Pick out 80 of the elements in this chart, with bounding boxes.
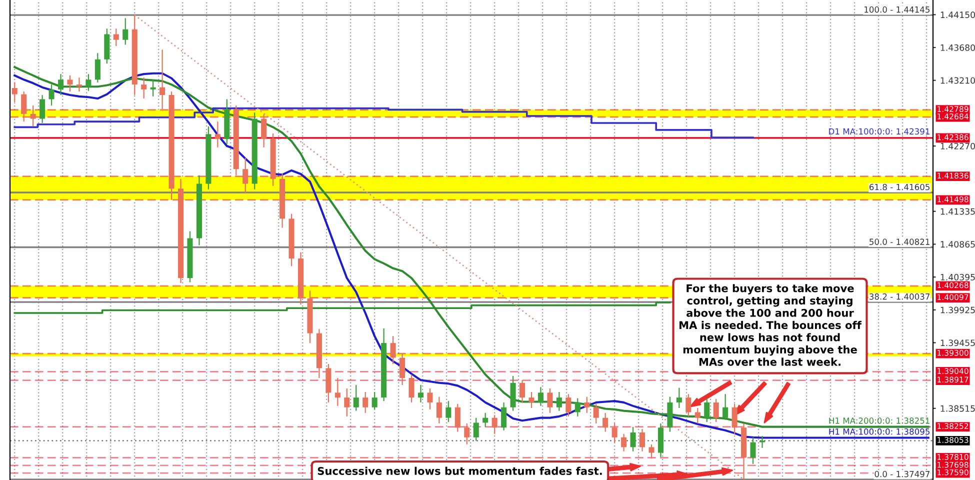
candlestick: [648, 444, 654, 459]
candlestick: [390, 336, 396, 365]
y-tick-label: 1.43680: [940, 44, 975, 51]
annotation: For the buyers to take move control, getting and staying above the 100 and 200 hour MA is needed. The bounces off new lows has not found momentum buying above the MAs over the last week.: [680, 284, 862, 366]
candlestick: [694, 407, 700, 424]
candlestick: [334, 377, 340, 406]
candlestick: [547, 388, 553, 414]
text: D1 MA:100:0:0: 1.42391: [829, 128, 930, 135]
candlestick: [344, 388, 350, 417]
candlestick: [556, 391, 562, 412]
candlestick: [759, 435, 766, 448]
candlestick: [676, 387, 682, 409]
candlestick: [122, 18, 128, 46]
candlestick: [519, 380, 526, 403]
annotation: Successive new lows but momentum fades fast.: [318, 466, 602, 475]
candlestick: [750, 436, 756, 464]
candlestick: [446, 400, 452, 423]
candlestick: [141, 77, 147, 100]
candlestick: [602, 412, 608, 432]
y-tick-label: 1.40395: [940, 274, 975, 280]
candlestick: [372, 391, 378, 410]
candlestick: [492, 414, 498, 434]
candlestick: [113, 28, 119, 47]
candlestick: [408, 374, 414, 403]
candlestick: [21, 90, 27, 122]
candlestick: [464, 422, 470, 445]
candlestick: [418, 384, 424, 403]
candlestick: [639, 428, 646, 452]
candlestick: [621, 433, 627, 452]
candlestick: [566, 394, 572, 417]
candlestick: [353, 384, 359, 412]
y-tick-label: 1.39925: [940, 306, 975, 314]
candlestick: [574, 398, 580, 417]
candlestick: [40, 94, 46, 124]
candlestick: [76, 77, 82, 92]
candlestick: [713, 398, 719, 423]
candlestick: [214, 121, 220, 148]
candlestick: [427, 388, 433, 410]
candlestick: [362, 391, 368, 414]
candlestick: [242, 157, 248, 194]
y-tick-label: 1.41335: [940, 208, 975, 215]
candlestick: [86, 74, 92, 92]
annotation: 0.0 - 1.37497: [874, 470, 930, 478]
candlestick: [722, 394, 728, 420]
candlestick: [58, 74, 64, 96]
candlestick: [704, 398, 710, 423]
candlestick: [48, 84, 54, 106]
candlestick: [584, 396, 590, 414]
y-tick-label: 1.44150: [940, 12, 975, 18]
candlestick: [482, 412, 488, 428]
candlestick: [67, 74, 73, 92]
annotation: 38.2 - 1.40037: [870, 293, 930, 300]
candlestick: [454, 403, 460, 432]
candlestick: [473, 417, 479, 442]
y-tick-label: 1.40865: [940, 241, 975, 248]
y-tick-label: 1.43210: [940, 77, 975, 84]
annotation: 100.0 - 1.44145: [864, 6, 930, 13]
candlestick: [501, 402, 507, 431]
candlestick: [528, 391, 534, 409]
candlestick: [150, 79, 156, 97]
annotation: 61.8 - 1.41605: [869, 184, 930, 190]
y-tick-label: 1.38515: [940, 405, 975, 412]
candlestick: [400, 352, 406, 386]
candlestick: [30, 104, 36, 128]
candlestick: [94, 52, 100, 83]
candlestick: [12, 82, 18, 103]
candlestick: [436, 396, 442, 424]
candlestick: [538, 386, 544, 406]
annotation: 50.0 - 1.40821: [870, 238, 930, 245]
y-tick-label: 1.42270: [940, 142, 975, 150]
candlestick: [732, 403, 738, 434]
candlestick: [261, 114, 267, 148]
series-label: H1 MA:200:0:0: 1.38251: [829, 418, 930, 424]
candlestick: [612, 422, 618, 444]
candlestick: [686, 394, 692, 417]
series-label: H1 MA:100:0:0: 1.38095: [829, 428, 930, 435]
candlestick: [593, 403, 599, 424]
y-tick-label: 1.39455: [940, 340, 975, 346]
candlestick: [630, 426, 636, 452]
candlestick: [160, 49, 166, 110]
